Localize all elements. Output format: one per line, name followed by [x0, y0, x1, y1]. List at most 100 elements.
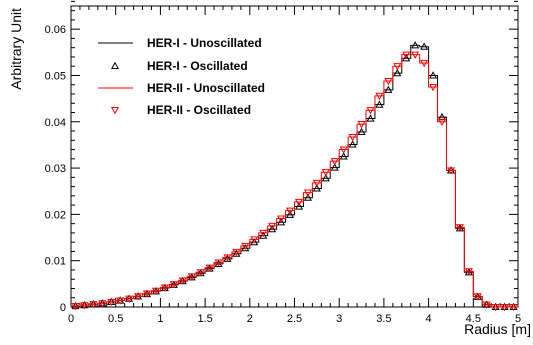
x-tick-label: 1: [157, 313, 163, 325]
data-point-marker: [348, 140, 357, 148]
x-tick-label: 3.5: [376, 313, 391, 325]
data-point-marker: [80, 302, 89, 310]
axis-tick-labels: 0 0.5 1 1.5 2 2.5 3 3.5 4 4.5 5 0 0.01 0.02 0.03 0.04 0.…: [45, 24, 521, 325]
data-point-marker: [277, 218, 286, 226]
y-tick-label: 0: [60, 302, 66, 314]
axis-ticks: [70, 0, 519, 308]
y-tick-label: 0.01: [45, 256, 66, 268]
legend-label: HER-II - Oscillated: [147, 103, 251, 117]
series-her-ii-oscillated: [71, 51, 518, 312]
data-point-marker: [330, 158, 339, 166]
x-tick-label: 5: [515, 313, 521, 325]
legend-label: HER-I - Oscillated: [147, 59, 248, 73]
data-point-marker: [285, 210, 295, 218]
data-point-marker: [178, 277, 187, 285]
y-tick-label: 0.05: [45, 70, 66, 82]
data-point-marker: [375, 100, 384, 108]
data-point-marker: [294, 202, 304, 210]
data-point-marker: [277, 215, 286, 223]
data-point-marker: [411, 51, 420, 59]
x-axis-title: Radius [m]: [464, 321, 531, 337]
data-point-marker: [125, 295, 134, 303]
data-point-marker: [160, 284, 169, 292]
data-point-marker: [473, 293, 482, 301]
y-axis-title: Arbitrary Unit: [8, 8, 24, 90]
data-point-marker: [402, 54, 411, 62]
data-point-marker: [223, 254, 232, 262]
data-point-marker: [366, 107, 375, 115]
data-point-marker: [214, 259, 223, 267]
data-point-marker: [312, 184, 321, 192]
legend-item: HER-I - Oscillated: [110, 59, 248, 73]
plot-frame: [70, 5, 519, 308]
data-point-marker: [98, 300, 107, 308]
data-point-marker: [509, 303, 518, 312]
data-point-marker: [151, 287, 160, 296]
data-point-marker: [250, 237, 259, 246]
data-point-marker: [241, 243, 250, 252]
data-point-marker: [71, 303, 80, 311]
data-point-marker: [393, 63, 402, 71]
x-tick-label: 1.5: [197, 313, 212, 325]
data-point-marker: [169, 281, 178, 289]
x-tick-label: 3: [336, 313, 342, 325]
data-point-marker: [339, 152, 348, 160]
data-point-marker: [321, 174, 330, 182]
data-point-marker: [303, 189, 312, 197]
data-point-marker: [330, 163, 339, 171]
series-her-i-unoscillated: [70, 44, 518, 308]
data-point-marker: [429, 71, 438, 79]
data-point-marker: [205, 264, 214, 272]
y-tick-label: 0.03: [45, 163, 66, 175]
legend-item: HER-II - Oscillated: [110, 103, 251, 117]
data-point-marker: [420, 59, 429, 68]
data-point-marker: [393, 68, 402, 77]
data-point-marker: [402, 51, 411, 59]
legend: HER-I - Unoscillated HER-I - Oscillated HE…: [98, 36, 265, 117]
legend-label: HER-II - Unoscillated: [147, 81, 265, 95]
data-point-marker: [357, 121, 366, 129]
data-point-marker: [429, 83, 438, 92]
data-point-marker: [250, 236, 259, 244]
data-point-marker: [366, 114, 375, 122]
data-point-marker: [268, 222, 277, 231]
data-point-marker: [384, 85, 393, 93]
data-point-marker: [107, 298, 116, 307]
legend-marker-swatch: [110, 61, 120, 70]
data-point-marker: [357, 127, 366, 136]
data-point-marker: [241, 242, 250, 251]
data-point-marker: [268, 224, 277, 233]
data-point-marker: [232, 248, 241, 257]
data-point-marker: [312, 179, 321, 188]
series-her-i-oscillated: [71, 41, 518, 311]
legend-item: HER-I - Unoscillated: [98, 36, 262, 50]
series-layer: [70, 41, 518, 312]
data-point-marker: [196, 269, 205, 277]
y-tick-label: 0.04: [45, 117, 66, 129]
x-tick-label: 0.5: [108, 313, 123, 325]
data-point-marker: [375, 92, 384, 101]
legend-marker-swatch: [110, 106, 120, 115]
data-point-marker: [339, 146, 348, 154]
data-point-marker: [321, 169, 330, 177]
data-point-marker: [259, 231, 268, 239]
data-point-marker: [134, 293, 143, 301]
data-point-marker: [384, 77, 393, 86]
data-point-marker: [446, 167, 455, 175]
data-point-marker: [259, 229, 268, 238]
x-tick-label: 2.5: [287, 313, 302, 325]
data-point-marker: [294, 198, 304, 207]
data-point-marker: [437, 118, 447, 126]
data-point-marker: [420, 42, 429, 50]
x-tick-label: 2: [247, 313, 253, 325]
data-point-marker: [285, 207, 295, 215]
y-tick-label: 0.02: [45, 209, 66, 221]
data-point-marker: [491, 303, 500, 312]
histogram-line: [70, 44, 518, 308]
histogram-line: [70, 54, 518, 308]
legend-label: HER-I - Unoscillated: [147, 36, 262, 50]
data-point-marker: [482, 301, 491, 309]
legend-item: HER-II - Unoscillated: [98, 81, 265, 95]
data-point-marker: [411, 41, 420, 49]
